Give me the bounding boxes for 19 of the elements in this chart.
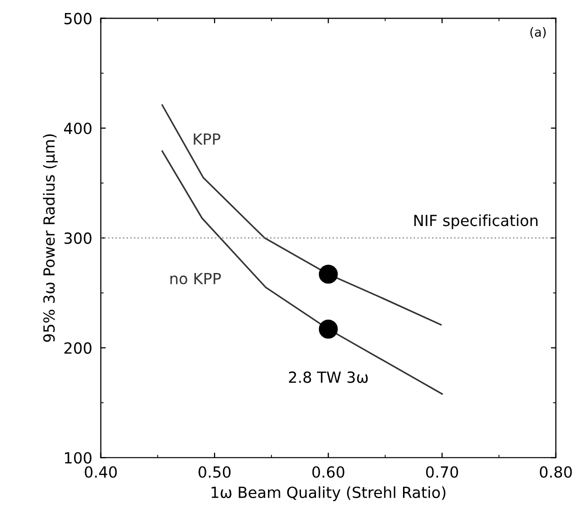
ref-line-label: NIF specification [414, 214, 538, 230]
y-tick-label: 200 [64, 342, 92, 354]
y-tick-label: 500 [64, 12, 92, 24]
line-series [161, 150, 443, 395]
annotation: 2.8 TW 3ω [288, 371, 368, 383]
series-label: KPP [194, 133, 220, 145]
x-tick-label: 0.40 [84, 466, 117, 478]
x-tick-label: 0.80 [540, 466, 572, 478]
annotation: (a) [530, 27, 546, 38]
y-tick-label: 400 [64, 122, 92, 134]
y-tick-label: 100 [64, 452, 92, 464]
x-tick-label: 0.60 [312, 466, 344, 478]
x-tick-label: 0.50 [198, 466, 231, 478]
x-tick-label: 0.70 [426, 466, 458, 478]
y-axis-title: 95% 3ω Power Radius (μm) [42, 134, 58, 342]
line-series [161, 104, 442, 326]
y-tick-label: 300 [64, 232, 92, 244]
series-label: no KPP [170, 272, 221, 284]
x-axis-title: 1ω Beam Quality (Strehl Ratio) [212, 486, 446, 502]
